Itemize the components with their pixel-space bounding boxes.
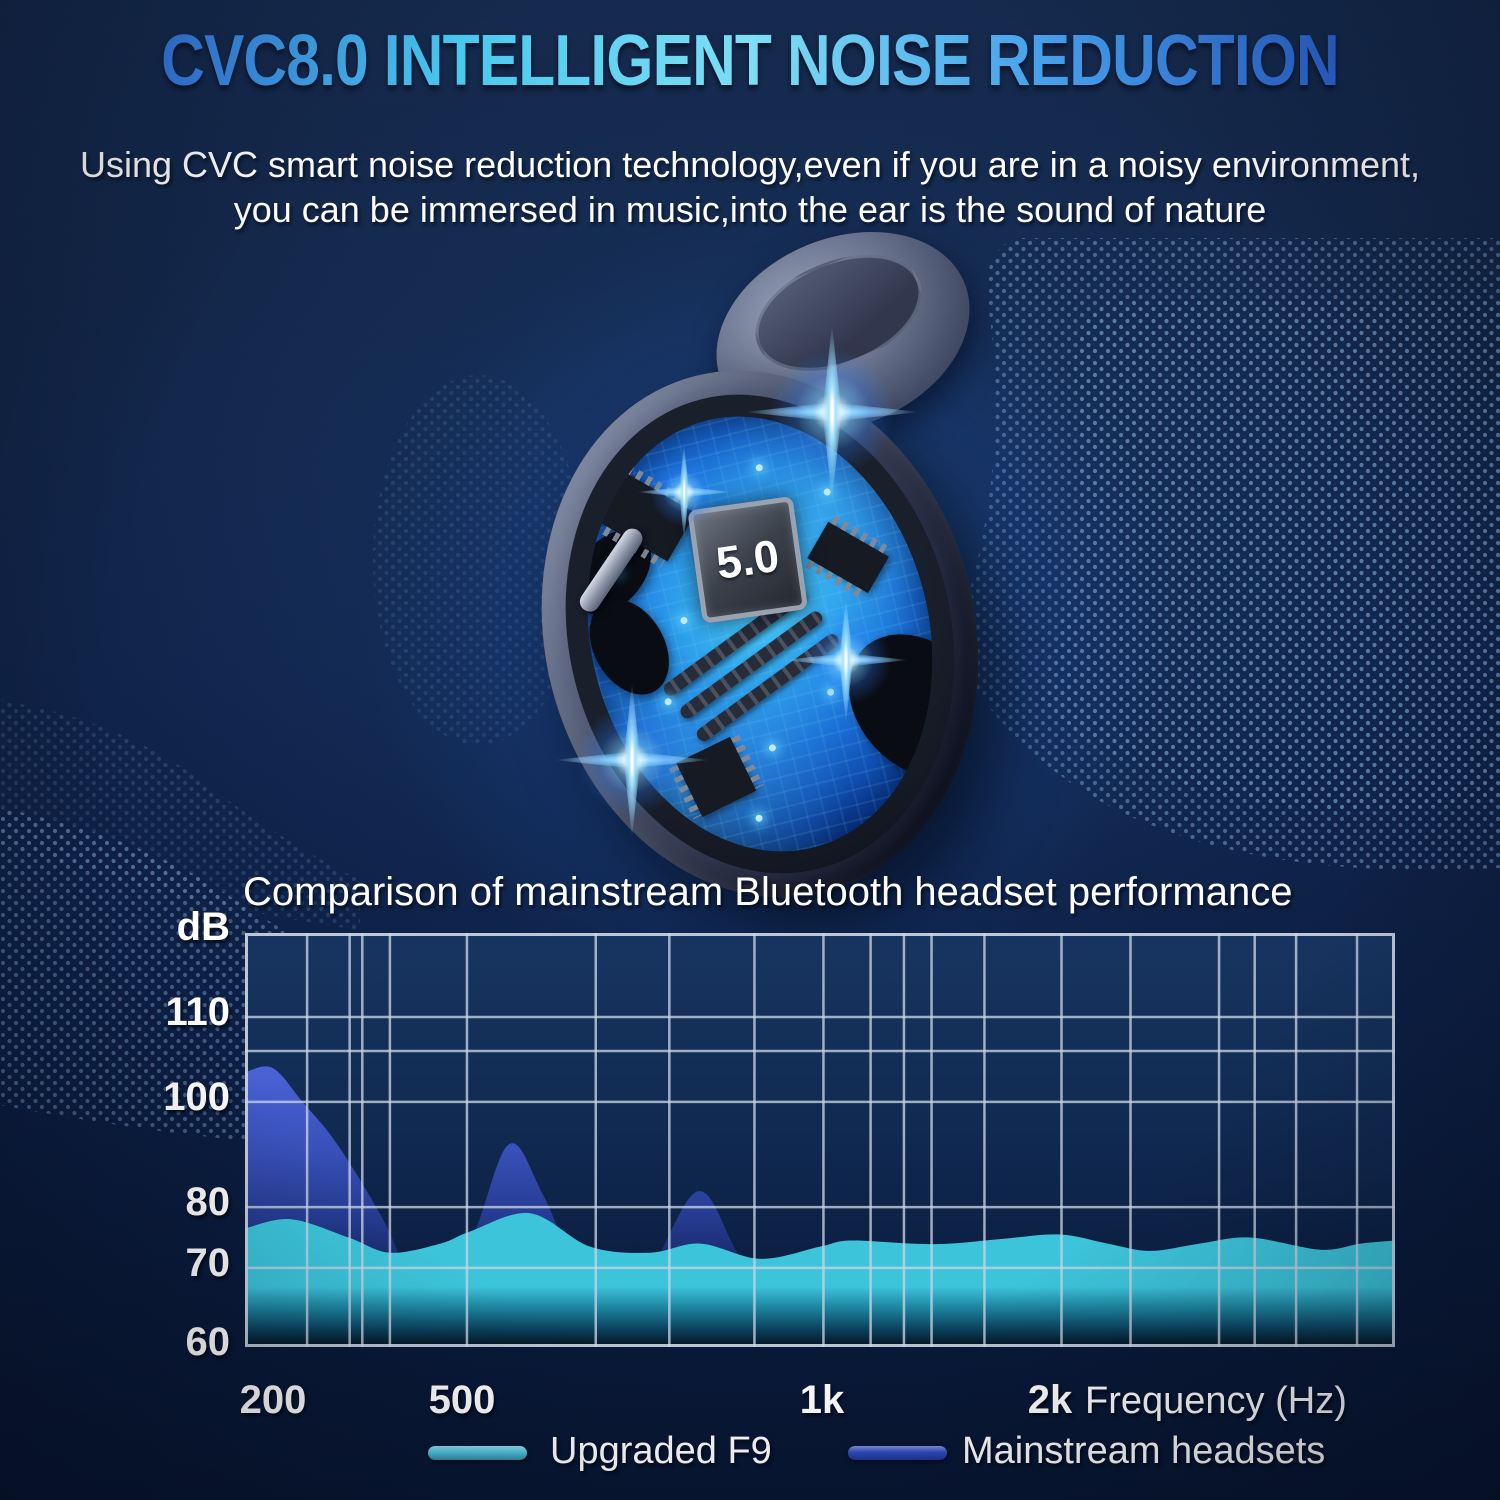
series-area-upgraded-f9 — [245, 1212, 1395, 1347]
legend-swatch-mainstream — [848, 1446, 947, 1460]
page-title: CVC8.0 INTELLIGENT NOISE REDUCTION — [161, 21, 1340, 101]
x-axis-tick-label: 500 — [428, 1378, 496, 1422]
x-axis-tick-label: 1k — [799, 1378, 845, 1422]
glow-dot — [768, 743, 777, 753]
x-axis-title: Frequency (Hz) — [1085, 1380, 1347, 1422]
legend-swatch-upgraded-f9 — [428, 1446, 527, 1460]
y-axis-tick-label: 110 — [165, 990, 230, 1035]
glow-dot — [679, 616, 689, 625]
y-axis-tick-label: 60 — [185, 1320, 231, 1364]
wave-field-right-inner — [1040, 300, 1500, 810]
frequency-response-plot — [245, 933, 1395, 1347]
y-axis-tick-label: 70 — [185, 1240, 231, 1285]
x-axis-tick-label: 200 — [239, 1378, 307, 1422]
legend-label-upgraded-f9: Upgraded F9 — [550, 1430, 772, 1472]
subtitle-line-1: Using CVC smart noise reduction technolo… — [79, 144, 1420, 185]
chart-title: Comparison of mainstream Bluetooth heads… — [243, 870, 1293, 914]
page-subtitle: Using CVC smart noise reduction technolo… — [0, 142, 1500, 232]
y-axis-tick-label: 80 — [185, 1180, 231, 1225]
ic-chip — [807, 521, 889, 594]
subtitle-line-2: you can be immersed in music,into the ea… — [233, 189, 1267, 230]
wave-patch-left-of-earbud — [373, 375, 583, 745]
y-axis-tick-label: 100 — [163, 1074, 230, 1119]
sparkle-flare-icon — [745, 325, 920, 500]
sparkle-flare-icon — [784, 598, 909, 723]
plot-border — [245, 933, 1395, 1347]
wave-field-left-upper — [0, 700, 360, 930]
legend-label-mainstream: Mainstream headsets — [962, 1430, 1326, 1472]
glow-dot — [754, 813, 764, 823]
y-axis-unit-label: dB — [176, 905, 230, 949]
sparkle-flare-icon — [637, 445, 732, 540]
x-axis-tick-label: 2k — [1027, 1378, 1073, 1422]
sparkle-flare-icon — [555, 683, 710, 838]
